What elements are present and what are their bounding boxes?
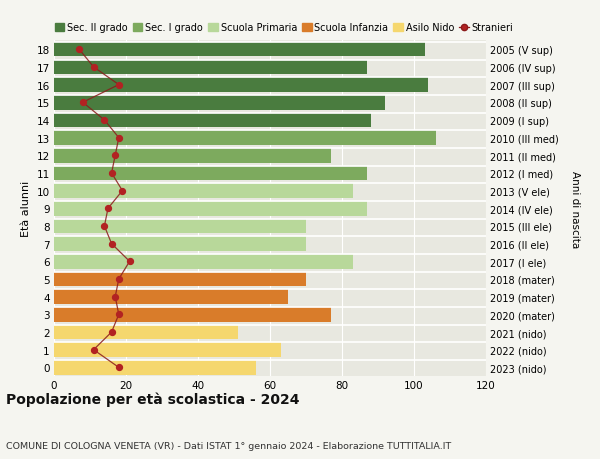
Point: [89, 64, 98, 72]
Point: [103, 205, 113, 213]
Bar: [54, 43, 425, 57]
Point: [114, 276, 124, 283]
Point: [107, 329, 116, 336]
Point: [107, 241, 116, 248]
Bar: [54, 308, 331, 322]
Bar: [54, 255, 353, 269]
Bar: [54, 113, 371, 128]
Bar: [54, 237, 306, 252]
Bar: [54, 166, 367, 181]
Point: [100, 223, 109, 230]
Bar: [54, 219, 306, 234]
Bar: [54, 184, 353, 198]
Bar: [54, 272, 306, 286]
Bar: [54, 202, 367, 216]
Point: [107, 170, 116, 177]
Point: [118, 188, 127, 195]
Point: [114, 364, 124, 371]
Text: COMUNE DI COLOGNA VENETA (VR) - Dati ISTAT 1° gennaio 2024 - Elaborazione TUTTIT: COMUNE DI COLOGNA VENETA (VR) - Dati IST…: [6, 441, 451, 450]
Y-axis label: Età alunni: Età alunni: [21, 181, 31, 237]
Bar: [54, 149, 331, 163]
Y-axis label: Anni di nascita: Anni di nascita: [570, 170, 580, 247]
Point: [89, 346, 98, 353]
Point: [125, 258, 134, 265]
Point: [114, 134, 124, 142]
Point: [78, 99, 88, 106]
Bar: [54, 131, 436, 146]
Point: [114, 82, 124, 89]
Point: [110, 152, 120, 160]
Bar: [54, 360, 256, 375]
Bar: [54, 325, 238, 340]
Point: [74, 46, 84, 54]
Bar: [54, 290, 288, 304]
Point: [100, 117, 109, 124]
Point: [110, 293, 120, 301]
Bar: [54, 78, 428, 93]
Bar: [54, 343, 281, 357]
Bar: [54, 96, 385, 110]
Legend: Sec. II grado, Sec. I grado, Scuola Primaria, Scuola Infanzia, Asilo Nido, Stran: Sec. II grado, Sec. I grado, Scuola Prim…: [55, 23, 514, 33]
Text: Popolazione per età scolastica - 2024: Popolazione per età scolastica - 2024: [6, 392, 299, 406]
Bar: [54, 61, 367, 75]
Point: [114, 311, 124, 319]
